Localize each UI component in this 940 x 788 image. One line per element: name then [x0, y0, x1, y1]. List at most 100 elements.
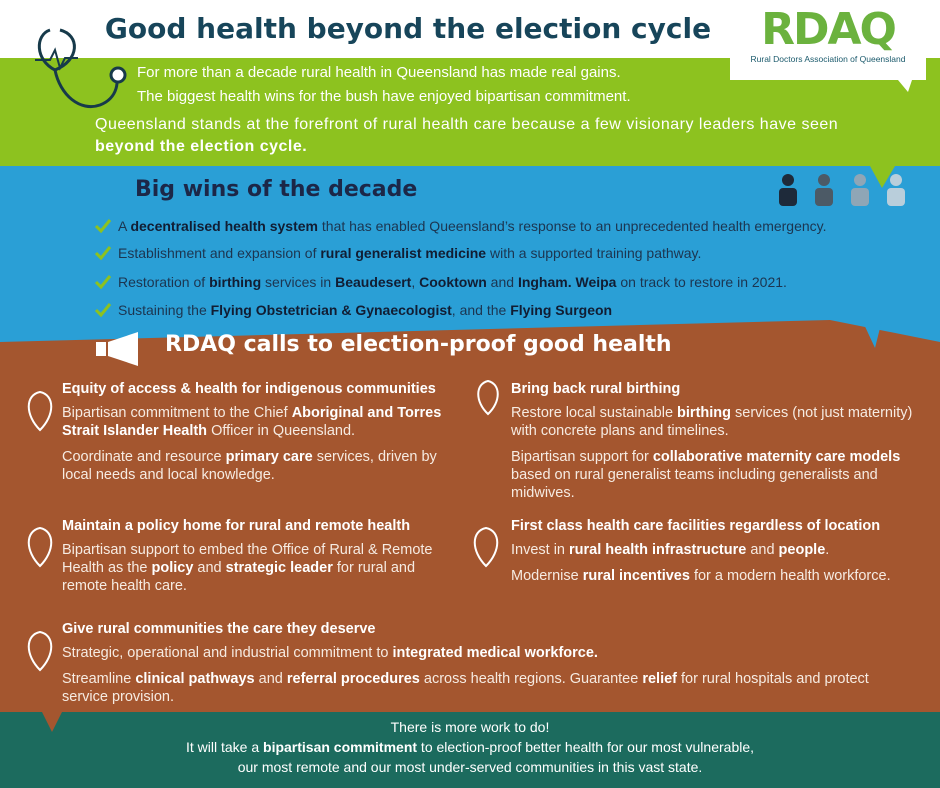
text-run: and — [193, 560, 226, 576]
section-title: Bring back rural birthing — [511, 381, 681, 397]
megaphone-icon — [96, 332, 138, 366]
title: Good health beyond the election cycle — [104, 12, 712, 45]
bold-run: people — [778, 542, 826, 558]
wedge — [898, 80, 912, 92]
text-run: There is more work to do! — [390, 719, 550, 735]
wedge — [862, 320, 882, 348]
text-run: Officer in Queensland. — [207, 423, 356, 439]
bold-run: bipartisan commitment — [263, 739, 418, 755]
text-run: that has enabled Queensland’s response t… — [318, 218, 827, 234]
logo-text: RDAQ — [761, 4, 897, 55]
call-section: First class health care facilities regar… — [511, 517, 926, 593]
bold-run: clinical pathways — [135, 671, 255, 687]
section-title: Give rural communities the care they des… — [62, 621, 376, 637]
section-paragraph: Bipartisan support for collaborative mat… — [511, 448, 926, 502]
text-run: Bipartisan commitment to the Chief — [62, 405, 292, 421]
bold-run: strategic leader — [225, 560, 333, 576]
footer-line: There is more work to do! — [0, 717, 940, 737]
text-run: to election-proof better health for our … — [417, 739, 755, 755]
text-run: Streamline — [62, 671, 136, 687]
text-run: for rural and remote health care. — [62, 560, 416, 594]
bold-run: integrated medical workforce. — [392, 645, 598, 661]
footer: There is more work to do! It will take a … — [0, 717, 940, 777]
text-run: on track to restore in 2021. — [616, 274, 787, 290]
calls-heading: RDAQ calls to election-proof good health — [165, 332, 672, 357]
text-run: Queensland stands at the forefront of ru… — [95, 116, 839, 133]
bold-run: decentralised health system — [130, 218, 318, 234]
call-section: Maintain a policy home for rural and rem… — [62, 517, 457, 603]
logo-subtitle: Rural Doctors Association of Queensland — [750, 54, 906, 64]
bold-run: birthing — [209, 274, 262, 290]
text-run: services in — [261, 274, 336, 290]
bold-run: Beaudesert — [335, 274, 412, 290]
text-run: Coordinate and resource — [62, 449, 226, 465]
text-run: Restore local sustainable — [511, 405, 678, 421]
bold-run: Aboriginal and Torres Strait Islander He… — [62, 405, 442, 439]
bold-run: primary care — [225, 449, 313, 465]
pin-icons — [27, 379, 499, 672]
logo: RDAQ Rural Doctors Association of Queens… — [730, 0, 926, 80]
wins-heading: Big wins of the decade — [135, 177, 418, 202]
bold-run: rural incentives — [582, 568, 690, 584]
call-section: Give rural communities the care they des… — [62, 620, 912, 714]
win-item: Restoration of birthing services in Beau… — [118, 274, 787, 290]
text-run: based on rural generalist teams includin… — [511, 467, 878, 501]
text-run: , — [411, 274, 420, 290]
section-paragraph: Invest in rural health infrastructure an… — [511, 541, 926, 559]
check-icons — [94, 219, 112, 318]
bold-run: Flying Obstetrician & Gynaecologist — [210, 302, 452, 318]
text-run: Sustaining the — [118, 302, 211, 318]
section-paragraph: Streamline clinical pathways and referra… — [62, 670, 912, 706]
intro-line: The biggest health wins for the bush hav… — [137, 88, 631, 105]
bold-run: rural generalist medicine — [320, 245, 487, 261]
win-item: Establishment and expansion of rural gen… — [118, 245, 701, 261]
bold-run: relief — [642, 671, 677, 687]
section-paragraph: Coordinate and resource primary care ser… — [62, 448, 462, 484]
text-run: and — [254, 671, 287, 687]
text-run: . — [825, 542, 830, 558]
bold-run: Ingham. Weipa — [517, 274, 617, 290]
section-paragraph: Modernise rural incentives for a modern … — [511, 567, 926, 585]
section-paragraph: Bipartisan commitment to the Chief Abori… — [62, 404, 462, 440]
bold-run: referral procedures — [286, 671, 420, 687]
text-run: Establishment and expansion of — [118, 245, 321, 261]
bold-run: beyond the election cycle. — [95, 138, 308, 155]
footer-band — [0, 712, 940, 788]
text-run: , and the — [451, 302, 511, 318]
section-paragraph: Strategic, operational and industrial co… — [62, 644, 912, 662]
stethoscope-icon — [35, 28, 127, 108]
text-run: A — [118, 218, 131, 234]
bold-run: policy — [151, 560, 194, 576]
footer-line: our most remote and our most under-serve… — [0, 757, 940, 777]
section-title: Maintain a policy home for rural and rem… — [62, 518, 411, 534]
text-run: Invest in — [511, 542, 570, 558]
wedge — [42, 712, 62, 732]
bold-run: rural health infrastructure — [569, 542, 747, 558]
text-run: for a modern health workforce. — [689, 568, 891, 584]
text-run: Bipartisan support for — [511, 449, 653, 465]
bold-run: Cooktown — [419, 274, 487, 290]
text-run: across health regions. Guarantee — [419, 671, 643, 687]
bold-run: collaborative maternity care models — [652, 449, 901, 465]
people-icon — [779, 174, 905, 206]
statement: Queensland stands at the forefront of ru… — [95, 114, 885, 158]
calls-band — [0, 320, 940, 714]
text-run: Strategic, operational and industrial co… — [62, 645, 393, 661]
section-title: First class health care facilities regar… — [511, 518, 881, 534]
text-run: for rural hospitals and protect service … — [62, 671, 869, 705]
text-run: services, driven by local needs and loca… — [62, 449, 437, 483]
call-section: Bring back rural birthing Restore local s… — [511, 380, 926, 510]
intro-line: For more than a decade rural health in Q… — [137, 64, 621, 81]
text-run: and — [486, 274, 518, 290]
win-item: Sustaining the Flying Obstetrician & Gyn… — [118, 302, 612, 318]
wedge — [870, 166, 895, 188]
win-item: A decentralised health system that has e… — [118, 218, 827, 234]
section-title: Equity of access & health for indigenous… — [62, 381, 436, 397]
text-run: It will take a — [185, 739, 264, 755]
call-section: Equity of access & health for indigenous… — [62, 380, 462, 492]
text-run: services (not just maternity) with concr… — [511, 405, 913, 439]
text-run: Modernise — [511, 568, 583, 584]
text-run: with a supported training pathway. — [486, 245, 702, 261]
section-paragraph: Restore local sustainable birthing servi… — [511, 404, 926, 440]
